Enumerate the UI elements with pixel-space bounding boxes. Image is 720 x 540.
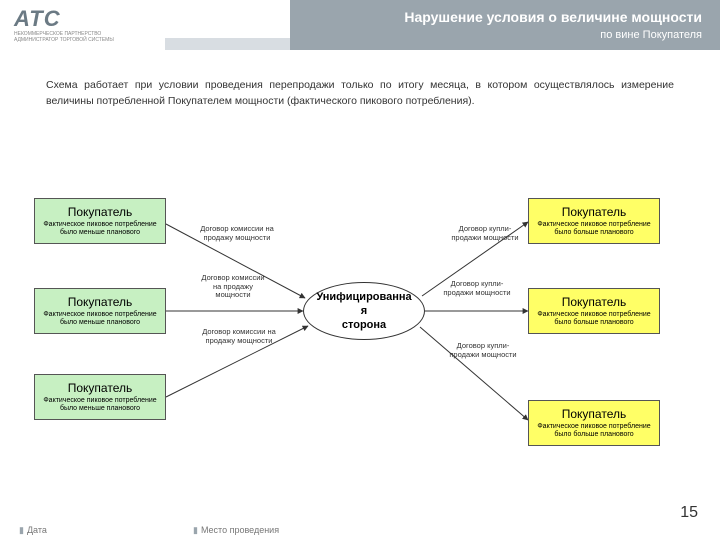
title-block: Нарушение условия о величине мощности по… xyxy=(290,0,720,50)
node-subtitle: Фактическое пиковое потребление было бол… xyxy=(535,423,653,439)
center-line-2: сторона xyxy=(342,318,386,332)
logo-sub2: АДМИНИСТРАТОР ТОРГОВОЙ СИСТЕМЫ xyxy=(14,38,114,44)
node-subtitle: Фактическое пиковое потребление было мен… xyxy=(41,397,159,413)
slide-title: Нарушение условия о величине мощности xyxy=(290,9,702,25)
node-subtitle: Фактическое пиковое потребление было мен… xyxy=(41,221,159,237)
node-subtitle: Фактическое пиковое потребление было бол… xyxy=(535,311,653,327)
node-title: Покупатель xyxy=(562,295,626,309)
node-r3: Покупатель Фактическое пиковое потреблени… xyxy=(528,400,660,446)
edge-label-1: Договор комиссии на продажу мощности xyxy=(198,274,268,300)
node-r2: Покупатель Фактическое пиковое потреблени… xyxy=(528,288,660,334)
center-line-0: Унифицированна xyxy=(316,290,411,304)
edge-label-2: Договор комиссии на продажу мощности xyxy=(192,328,286,345)
logo: ATC НЕКОММЕРЧЕСКОЕ ПАРТНЕРСТВО АДМИНИСТР… xyxy=(14,6,114,43)
node-subtitle: Фактическое пиковое потребление было бол… xyxy=(535,221,653,237)
node-title: Покупатель xyxy=(562,407,626,421)
node-l1: Покупатель Фактическое пиковое потреблени… xyxy=(34,198,166,244)
edge-label-3: Договор купли-продажи мощности xyxy=(446,225,524,242)
footer-date: Дата xyxy=(27,525,47,535)
logo-text: ATC xyxy=(14,6,114,32)
node-l2: Покупатель Фактическое пиковое потреблени… xyxy=(34,288,166,334)
footer-place: Место проведения xyxy=(201,525,279,535)
slide-subtitle: по вине Покупателя xyxy=(290,29,702,41)
node-title: Покупатель xyxy=(68,295,132,309)
node-title: Покупатель xyxy=(68,205,132,219)
header-stub xyxy=(165,38,290,50)
node-subtitle: Фактическое пиковое потребление было мен… xyxy=(41,311,159,327)
center-line-1: я xyxy=(361,304,367,318)
node-r1: Покупатель Фактическое пиковое потреблени… xyxy=(528,198,660,244)
node-title: Покупатель xyxy=(68,381,132,395)
edge-label-0: Договор комиссии на продажу мощности xyxy=(192,225,282,242)
node-l3: Покупатель Фактическое пиковое потреблени… xyxy=(34,374,166,420)
node-title: Покупатель xyxy=(562,205,626,219)
footer: ▮Дата ▮Место проведения xyxy=(0,520,720,540)
header: ATC НЕКОММЕРЧЕСКОЕ ПАРТНЕРСТВО АДМИНИСТР… xyxy=(0,0,720,56)
edge-label-4: Договор купли-продажи мощности xyxy=(438,280,516,297)
description-text: Схема работает при условии проведения пе… xyxy=(46,78,674,110)
center-node: Унифицированнаясторона xyxy=(303,282,425,340)
edge-label-5: Договор купли-продажи мощности xyxy=(444,342,522,359)
